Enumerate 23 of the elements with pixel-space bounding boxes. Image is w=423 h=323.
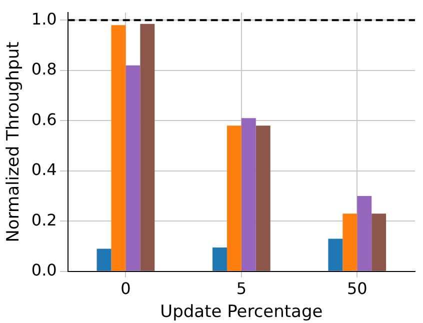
x-tick-label: 5 [236,279,247,298]
bar [96,248,112,271]
bar [256,126,270,271]
bar [126,65,140,271]
bar [212,248,227,271]
y-tick-label: 0.4 [31,160,57,180]
bar [342,214,358,271]
y-tick-label: 0.0 [31,260,57,280]
bar [241,118,256,271]
y-tick-label: 0.2 [31,210,57,230]
y-tick-label: 0.6 [31,110,57,129]
x-tick-label: 0 [120,279,131,298]
bar [372,214,386,271]
bar [357,196,372,271]
bar [328,238,343,271]
y-axis-title: Normalized Throughput [4,41,24,242]
bar [226,126,242,271]
bar [140,24,155,271]
y-tick-label: 1.0 [31,9,57,28]
y-tick-label: 0.8 [31,60,57,79]
x-axis-title: Update Percentage [160,302,323,322]
bar [111,25,126,271]
x-tick-label: 50 [346,279,368,298]
